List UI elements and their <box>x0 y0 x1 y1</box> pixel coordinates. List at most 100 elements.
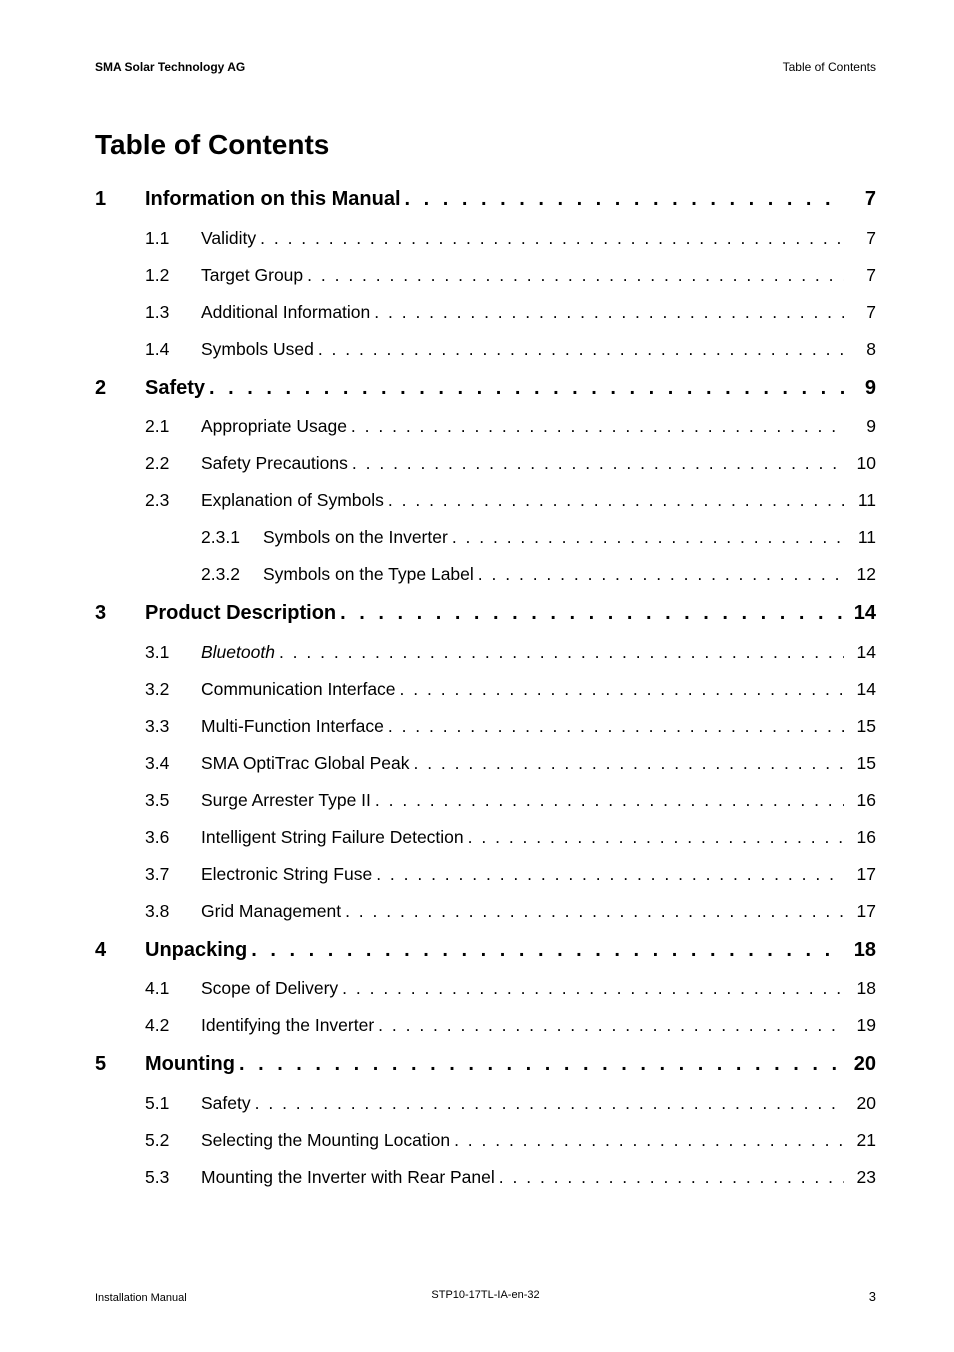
toc-entry-number: 2 <box>95 374 145 402</box>
toc-entry-number: 3.1 <box>145 640 201 665</box>
toc-entry-number: 3.5 <box>145 788 201 813</box>
toc-entry: 5.2Selecting the Mounting Location. . . … <box>95 1128 876 1153</box>
toc-entry-title: Validity <box>201 226 256 251</box>
toc-entry-title: Electronic String Fuse <box>201 862 372 887</box>
toc-entry: 3Product Description. . . . . . . . . . … <box>95 599 876 627</box>
toc-entry-title: Scope of Delivery <box>201 976 338 1001</box>
toc-entry: 3.8Grid Management. . . . . . . . . . . … <box>95 899 876 924</box>
toc-entry-page: 18 <box>848 976 876 1001</box>
toc-entry-title: Symbols on the Type Label <box>263 562 474 587</box>
toc-leader-dots: . . . . . . . . . . . . . . . . . . . . … <box>340 599 844 627</box>
footer-center: STP10-17TL-IA-en-32 <box>431 1289 539 1301</box>
toc-entry-number: 5 <box>95 1050 145 1078</box>
toc-entry-page: 15 <box>848 751 876 776</box>
toc-entry-title: Grid Management <box>201 899 341 924</box>
toc-leader-dots: . . . . . . . . . . . . . . . . . . . . … <box>351 414 844 439</box>
toc-entry: 3.5Surge Arrester Type II. . . . . . . .… <box>95 788 876 813</box>
toc-entry-number: 3.4 <box>145 751 201 776</box>
toc-entry-page: 17 <box>848 899 876 924</box>
toc-entry-title: Mounting <box>145 1050 235 1078</box>
toc-leader-dots: . . . . . . . . . . . . . . . . . . . . … <box>352 451 844 476</box>
toc-entry-title: Intelligent String Failure Detection <box>201 825 464 850</box>
toc-entry-page: 14 <box>848 640 876 665</box>
toc-entry-number: 2.2 <box>145 451 201 476</box>
toc-entry-number: 1.2 <box>145 263 201 288</box>
toc-leader-dots: . . . . . . . . . . . . . . . . . . . . … <box>374 300 844 325</box>
toc-entry-number: 4 <box>95 936 145 964</box>
toc-leader-dots: . . . . . . . . . . . . . . . . . . . . … <box>452 525 844 550</box>
toc-leader-dots: . . . . . . . . . . . . . . . . . . . . … <box>307 263 844 288</box>
toc-entry: 5.1Safety. . . . . . . . . . . . . . . .… <box>95 1091 876 1116</box>
toc-leader-dots: . . . . . . . . . . . . . . . . . . . . … <box>375 788 844 813</box>
toc-entry-number: 3.2 <box>145 677 201 702</box>
toc-leader-dots: . . . . . . . . . . . . . . . . . . . . … <box>478 562 844 587</box>
toc-entry-number: 4.1 <box>145 976 201 1001</box>
toc-entry-page: 17 <box>848 862 876 887</box>
toc-entry-title: Selecting the Mounting Location <box>201 1128 450 1153</box>
toc-entry-number: 3.8 <box>145 899 201 924</box>
toc-entry-number: 2.1 <box>145 414 201 439</box>
toc-entry-page: 16 <box>848 788 876 813</box>
toc-leader-dots: . . . . . . . . . . . . . . . . . . . . … <box>468 825 844 850</box>
toc-entry-page: 20 <box>848 1091 876 1116</box>
toc-leader-dots: . . . . . . . . . . . . . . . . . . . . … <box>400 677 844 702</box>
toc-entry: 1.4Symbols Used. . . . . . . . . . . . .… <box>95 337 876 362</box>
toc-entry-title: SMA OptiTrac Global Peak <box>201 751 409 776</box>
toc-leader-dots: . . . . . . . . . . . . . . . . . . . . … <box>454 1128 844 1153</box>
toc-entry-number: 2.3.2 <box>201 562 263 587</box>
toc-entry: 3.1Bluetooth. . . . . . . . . . . . . . … <box>95 640 876 665</box>
toc-entry-page: 7 <box>848 300 876 325</box>
toc-entry: 4Unpacking. . . . . . . . . . . . . . . … <box>95 936 876 964</box>
toc-entry-page: 23 <box>848 1165 876 1190</box>
toc-entry-title: Identifying the Inverter <box>201 1013 374 1038</box>
toc-entry-page: 9 <box>848 374 876 402</box>
toc-entry-number: 4.2 <box>145 1013 201 1038</box>
toc-entry-title: Explanation of Symbols <box>201 488 384 513</box>
toc-entry: 1.1Validity. . . . . . . . . . . . . . .… <box>95 226 876 251</box>
toc-entry-number: 3 <box>95 599 145 627</box>
toc-entry-page: 10 <box>848 451 876 476</box>
toc-entry: 2.3.1Symbols on the Inverter. . . . . . … <box>95 525 876 550</box>
toc-leader-dots: . . . . . . . . . . . . . . . . . . . . … <box>255 1091 844 1116</box>
toc-leader-dots: . . . . . . . . . . . . . . . . . . . . … <box>279 640 844 665</box>
toc-entry: 5Mounting. . . . . . . . . . . . . . . .… <box>95 1050 876 1078</box>
toc-entry-title: Symbols Used <box>201 337 314 362</box>
toc-entry-title: Unpacking <box>145 936 247 964</box>
footer-left: Installation Manual <box>95 1292 187 1304</box>
toc-entry: 3.2Communication Interface. . . . . . . … <box>95 677 876 702</box>
header-left: SMA Solar Technology AG <box>95 60 245 74</box>
toc-entry-page: 14 <box>848 677 876 702</box>
toc-entry-page: 12 <box>848 562 876 587</box>
toc-entry-page: 15 <box>848 714 876 739</box>
toc-entry-title: Mounting the Inverter with Rear Panel <box>201 1165 495 1190</box>
toc-leader-dots: . . . . . . . . . . . . . . . . . . . . … <box>499 1165 844 1190</box>
toc-entry: 2.1Appropriate Usage. . . . . . . . . . … <box>95 414 876 439</box>
page-footer: Installation Manual STP10-17TL-IA-en-32 … <box>95 1289 876 1304</box>
toc-entry-title: Additional Information <box>201 300 370 325</box>
toc-entry-number: 5.1 <box>145 1091 201 1116</box>
toc-entry: 3.3Multi-Function Interface. . . . . . .… <box>95 714 876 739</box>
toc-entry-number: 5.2 <box>145 1128 201 1153</box>
toc-entry-title: Safety <box>145 374 205 402</box>
toc-entry-page: 7 <box>848 185 876 213</box>
toc-entry-number: 2.3 <box>145 488 201 513</box>
toc-entry-number: 1.3 <box>145 300 201 325</box>
toc-entry-page: 7 <box>848 226 876 251</box>
toc-entry-title: Information on this Manual <box>145 185 401 213</box>
toc-leader-dots: . . . . . . . . . . . . . . . . . . . . … <box>342 976 844 1001</box>
toc-leader-dots: . . . . . . . . . . . . . . . . . . . . … <box>405 185 844 213</box>
toc-leader-dots: . . . . . . . . . . . . . . . . . . . . … <box>260 226 844 251</box>
toc-leader-dots: . . . . . . . . . . . . . . . . . . . . … <box>388 714 844 739</box>
toc-leader-dots: . . . . . . . . . . . . . . . . . . . . … <box>209 374 844 402</box>
toc-leader-dots: . . . . . . . . . . . . . . . . . . . . … <box>388 488 844 513</box>
toc-entry-page: 7 <box>848 263 876 288</box>
toc-entry-page: 8 <box>848 337 876 362</box>
toc-entry-page: 20 <box>848 1050 876 1078</box>
toc-entry: 4.1Scope of Delivery. . . . . . . . . . … <box>95 976 876 1001</box>
toc-entry-number: 1.1 <box>145 226 201 251</box>
toc-entry: 5.3Mounting the Inverter with Rear Panel… <box>95 1165 876 1190</box>
toc-entry-page: 19 <box>848 1013 876 1038</box>
toc-entry: 2.2Safety Precautions. . . . . . . . . .… <box>95 451 876 476</box>
toc-entry: 2.3Explanation of Symbols. . . . . . . .… <box>95 488 876 513</box>
toc-entry-number: 5.3 <box>145 1165 201 1190</box>
